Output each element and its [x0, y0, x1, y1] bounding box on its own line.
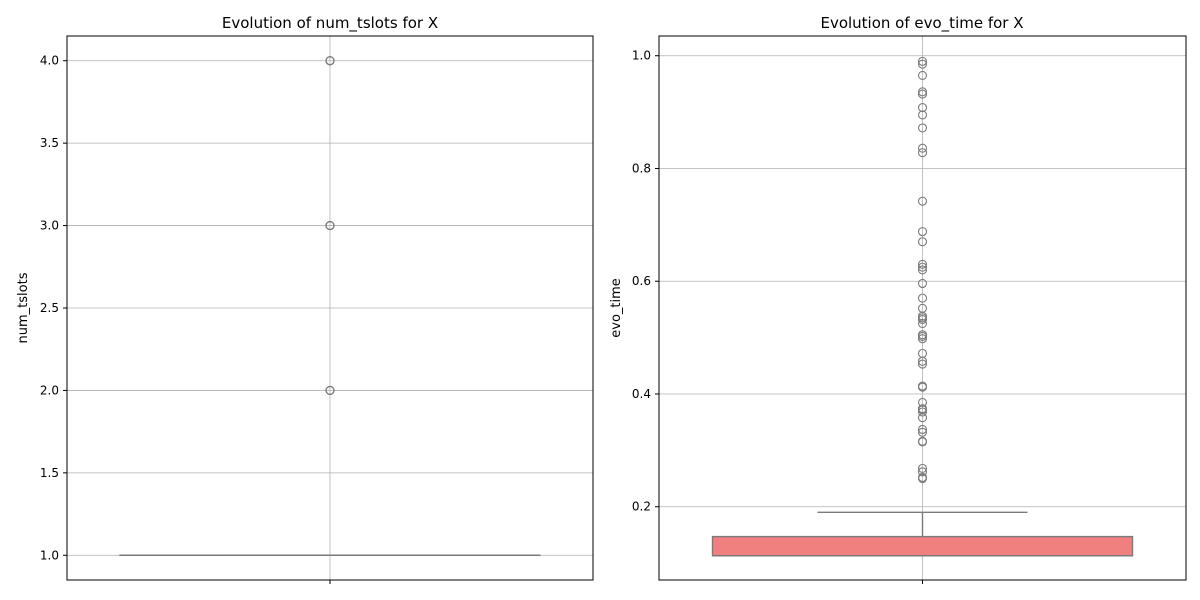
outlier-point [917, 262, 928, 272]
outlier-point [917, 463, 928, 473]
outlier-point [917, 359, 928, 369]
y-tick-label: 1.5 [40, 466, 59, 480]
outlier-point [325, 221, 335, 231]
outlier-point [917, 472, 928, 482]
left-chart-title: Evolution of num_tslots for X [222, 14, 438, 33]
left-boxplot-panel: Evolution of num_tslots for X num_tslots… [16, 14, 594, 584]
right-y-axis-label: evo_time [609, 278, 624, 338]
outlier-point [917, 143, 928, 153]
outlier-point [917, 56, 928, 66]
outlier-point [917, 103, 928, 113]
y-tick-label: 0.8 [632, 161, 651, 175]
outlier-point [917, 397, 928, 407]
outlier-point [917, 318, 928, 329]
y-tick-label: 4.0 [40, 54, 59, 68]
outlier-point [917, 227, 928, 237]
y-tick-label: 3.0 [40, 219, 59, 233]
outlier-point [917, 334, 928, 344]
outlier-point [917, 293, 928, 303]
outlier-point [917, 87, 928, 97]
outlier-point [917, 259, 928, 269]
y-tick-label: 2.0 [40, 383, 59, 397]
y-tick-label: 0.2 [632, 500, 651, 514]
outlier-point [917, 196, 928, 206]
outlier-point [917, 70, 928, 81]
y-tick-label: 1.0 [632, 49, 651, 63]
outlier-point [917, 123, 928, 133]
outlier-point [917, 237, 928, 247]
y-tick-label: 3.5 [40, 136, 59, 150]
left-y-axis-label: num_tslots [16, 272, 31, 343]
outlier-point [917, 59, 928, 69]
outlier-point [917, 381, 928, 391]
y-tick-label: 0.6 [632, 274, 651, 288]
outlier-point [917, 348, 928, 358]
outlier-point [917, 436, 928, 446]
y-tick-label: 2.5 [40, 301, 59, 315]
outlier-point [325, 385, 335, 395]
outlier-point [917, 303, 928, 313]
y-tick-label: 0.4 [632, 387, 651, 401]
outlier-point [325, 56, 335, 66]
outlier-point [917, 467, 928, 477]
outlier-point [917, 427, 928, 437]
outlier-point [917, 330, 928, 340]
outlier-point [917, 407, 928, 417]
outlier-point [917, 89, 928, 99]
box [711, 535, 1134, 557]
outlier-point [917, 424, 928, 435]
outlier-point [917, 265, 928, 275]
right-boxplot-panel: Evolution of evo_time for X evo_time 0.2… [609, 14, 1187, 584]
outlier-point [917, 404, 928, 414]
outlier-point [917, 148, 928, 158]
outlier-point [917, 110, 928, 120]
outlier-point [917, 278, 928, 289]
y-tick-label: 1.0 [40, 548, 59, 562]
right-chart-title: Evolution of evo_time for X [820, 14, 1023, 33]
